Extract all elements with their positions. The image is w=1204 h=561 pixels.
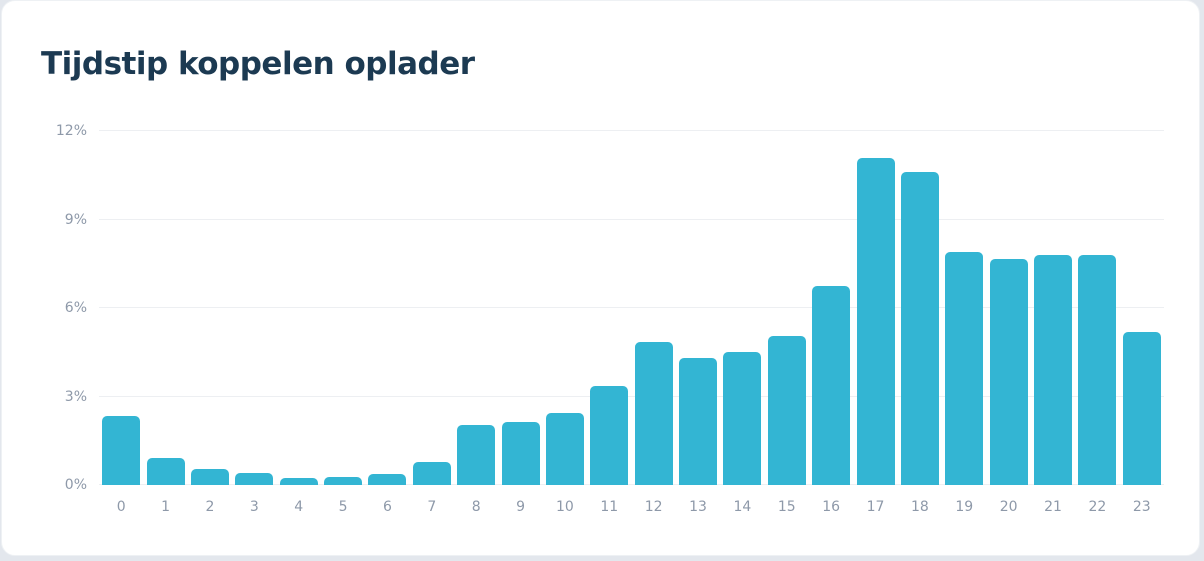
x-axis-tick-label-0: 0 xyxy=(116,499,126,515)
x-axis-tick-label-13: 13 xyxy=(689,499,707,515)
bar-hour-1[interactable] xyxy=(146,458,185,485)
x-axis-tick-label-10: 10 xyxy=(556,499,574,515)
bar-hour-23[interactable] xyxy=(1122,331,1161,485)
bar-slot-hour-23 xyxy=(1120,131,1164,485)
gridline-12% xyxy=(99,130,1164,131)
gridline-9% xyxy=(99,218,1164,220)
x-axis-tick-label-20: 20 xyxy=(999,499,1018,515)
bar-slot-hour-19 xyxy=(942,131,986,485)
bar-hour-3[interactable] xyxy=(235,473,274,485)
x-axis-tick-label-7: 7 xyxy=(427,499,437,515)
bar-slot-hour-3 xyxy=(232,131,276,485)
bar-hour-4[interactable] xyxy=(279,477,318,485)
x-axis-tick-label-16: 16 xyxy=(822,499,841,515)
y-axis-tick-label: 6% xyxy=(64,300,87,316)
bar-row xyxy=(99,131,1164,485)
bar-slot-hour-1 xyxy=(143,131,187,485)
bar-slot-hour-12 xyxy=(632,131,676,485)
bar-hour-18[interactable] xyxy=(900,172,939,485)
x-axis-tick-label-3: 3 xyxy=(249,499,259,515)
bar-hour-2[interactable] xyxy=(190,468,229,485)
bar-hour-14[interactable] xyxy=(723,352,762,485)
x-axis-tick-label-1: 1 xyxy=(161,499,171,515)
bar-hour-6[interactable] xyxy=(368,474,407,485)
x-axis-tick-label-4: 4 xyxy=(294,499,304,515)
bar-hour-17[interactable] xyxy=(856,157,895,485)
x-axis-tick-label-8: 8 xyxy=(471,499,481,515)
bar-slot-hour-2 xyxy=(188,131,232,485)
bar-slot-hour-13 xyxy=(676,131,720,485)
bar-hour-20[interactable] xyxy=(989,259,1028,485)
x-axis-tick-label-21: 21 xyxy=(1044,499,1062,515)
bar-slot-hour-15 xyxy=(765,131,809,485)
x-axis-tick-label-15: 15 xyxy=(777,499,796,515)
bar-slot-hour-17 xyxy=(853,131,897,485)
y-axis-tick-label: 12% xyxy=(55,123,87,139)
y-axis-tick-label: 9% xyxy=(64,211,87,228)
bar-slot-hour-7 xyxy=(410,131,454,485)
bar-slot-hour-22 xyxy=(1075,131,1119,485)
chart-title: Tijdstip koppelen oplader xyxy=(41,46,475,82)
bar-hour-19[interactable] xyxy=(945,251,984,485)
bar-hour-9[interactable] xyxy=(501,421,540,485)
bar-slot-hour-4 xyxy=(277,131,321,485)
bar-slot-hour-6 xyxy=(365,131,409,485)
bar-slot-hour-11 xyxy=(587,131,631,485)
x-axis-tick-label-23: 23 xyxy=(1132,499,1151,515)
x-axis-tick-label-17: 17 xyxy=(866,499,885,515)
bar-hour-5[interactable] xyxy=(324,477,363,485)
bar-slot-hour-0 xyxy=(99,131,143,485)
x-axis-tick-label-19: 19 xyxy=(955,499,974,515)
bar-slot-hour-5 xyxy=(321,131,365,485)
bar-slot-hour-16 xyxy=(809,131,853,485)
x-axis-tick-label-11: 11 xyxy=(600,499,619,515)
x-axis-tick-label-5: 5 xyxy=(338,499,348,515)
x-axis-tick-label-22: 22 xyxy=(1088,499,1107,515)
x-axis-tick-label-6: 6 xyxy=(382,499,392,515)
bar-slot-hour-21 xyxy=(1031,131,1075,485)
bar-slot-hour-20 xyxy=(987,131,1031,485)
bar-hour-12[interactable] xyxy=(634,341,673,485)
x-axis-tick-label-2: 2 xyxy=(205,499,215,515)
bar-hour-8[interactable] xyxy=(457,424,496,485)
bar-hour-16[interactable] xyxy=(812,285,851,485)
gridline-3% xyxy=(99,395,1164,397)
x-axis-tick-label-14: 14 xyxy=(733,499,752,515)
plot-area xyxy=(99,130,1164,485)
bar-hour-13[interactable] xyxy=(679,358,718,485)
x-axis-tick-label-9: 9 xyxy=(516,499,526,515)
bar-slot-hour-14 xyxy=(720,131,764,485)
bar-slot-hour-9 xyxy=(498,131,542,485)
bar-hour-15[interactable] xyxy=(767,336,806,485)
y-axis-tick-label: 3% xyxy=(64,388,87,405)
bar-hour-10[interactable] xyxy=(545,412,584,485)
bar-slot-hour-18 xyxy=(898,131,942,485)
bar-hour-0[interactable] xyxy=(102,415,141,485)
bar-hour-7[interactable] xyxy=(412,462,451,485)
bar-hour-22[interactable] xyxy=(1078,254,1117,485)
x-axis-tick-label-12: 12 xyxy=(644,499,663,515)
x-axis: 0 1 2 3 4 5 6 7 8 9 10 11 12 13 14 15 16 17 18 19 20 21 22 23 xyxy=(99,499,1164,515)
x-axis-tick-label-18: 18 xyxy=(911,499,929,515)
bar-hour-11[interactable] xyxy=(590,386,629,485)
gridline-0% xyxy=(99,484,1164,485)
bar-slot-hour-8 xyxy=(454,131,498,485)
gridline-6% xyxy=(99,307,1164,308)
bar-hour-21[interactable] xyxy=(1034,254,1073,485)
bar-slot-hour-10 xyxy=(543,131,587,485)
y-axis-tick-label: 0% xyxy=(64,477,87,493)
